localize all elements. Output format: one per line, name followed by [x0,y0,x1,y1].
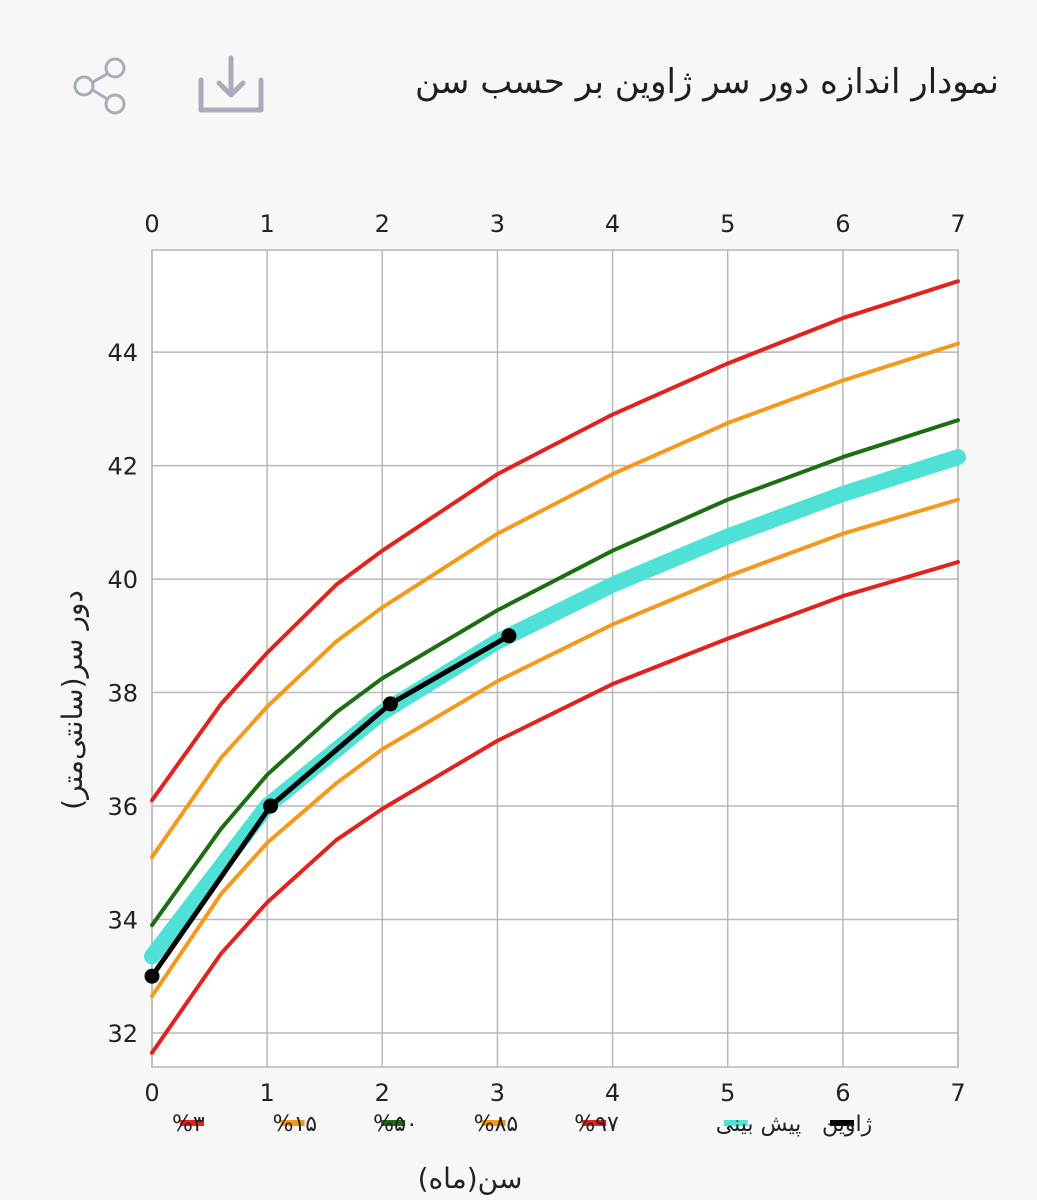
x-tick-label-bottom: 1 [260,1079,275,1107]
x-tick-label-bottom: 3 [490,1079,505,1107]
page-title: نمودار اندازه دور سر ژاوین بر حسب سن [415,62,999,102]
x-tick-label-bottom: 2 [375,1079,390,1107]
y-tick-label: 40 [107,566,138,594]
x-tick-label-bottom: 6 [835,1079,850,1107]
legend-label: %۳ [172,1112,205,1137]
x-axis-title: سن(ماه) [418,1162,523,1195]
x-tick-label-top: 0 [144,210,159,238]
legend-label: ژاوین [822,1112,872,1137]
y-tick-label: 44 [107,339,138,367]
x-tick-label-top: 4 [605,210,620,238]
y-tick-label: 38 [107,680,138,708]
legend-label: پیش بینی [716,1112,802,1137]
legend-label: %۹۷ [574,1112,619,1137]
x-tick-label-top: 6 [835,210,850,238]
legend-label: %۵۰ [373,1112,418,1137]
x-tick-label-bottom: 7 [950,1079,965,1107]
series-line-3 [150,341,960,860]
series-line-1 [150,497,960,999]
y-tick-label: 32 [107,1020,138,1048]
legend-label: %۸۵ [474,1112,519,1137]
download-icon[interactable] [192,52,270,118]
share-icon[interactable] [66,52,132,118]
y-tick-label: 36 [107,793,138,821]
series-line-0 [150,560,960,1055]
app-header: نمودار اندازه دور سر ژاوین بر حسب سن [0,0,1037,180]
x-tick-label-bottom: 0 [144,1079,159,1107]
series-line-2 [150,418,960,928]
x-tick-label-top: 1 [260,210,275,238]
legend-label: %۱۵ [273,1112,318,1137]
x-tick-label-top: 2 [375,210,390,238]
data-point [382,696,398,712]
data-point [144,968,160,984]
series-line-6 [149,633,512,979]
x-tick-label-top: 5 [720,210,735,238]
x-tick-label-top: 3 [490,210,505,238]
x-tick-label-bottom: 4 [605,1079,620,1107]
x-tick-label-bottom: 5 [720,1079,735,1107]
x-tick-label-top: 7 [950,210,965,238]
data-point [263,798,279,814]
y-tick-label: 34 [107,906,138,934]
plot-area [151,249,959,1068]
series-line-4 [150,279,960,803]
data-point [501,628,517,644]
y-tick-label: 42 [107,453,138,481]
y-axis-title: دور سر(سانتی‌متر) [56,590,89,810]
